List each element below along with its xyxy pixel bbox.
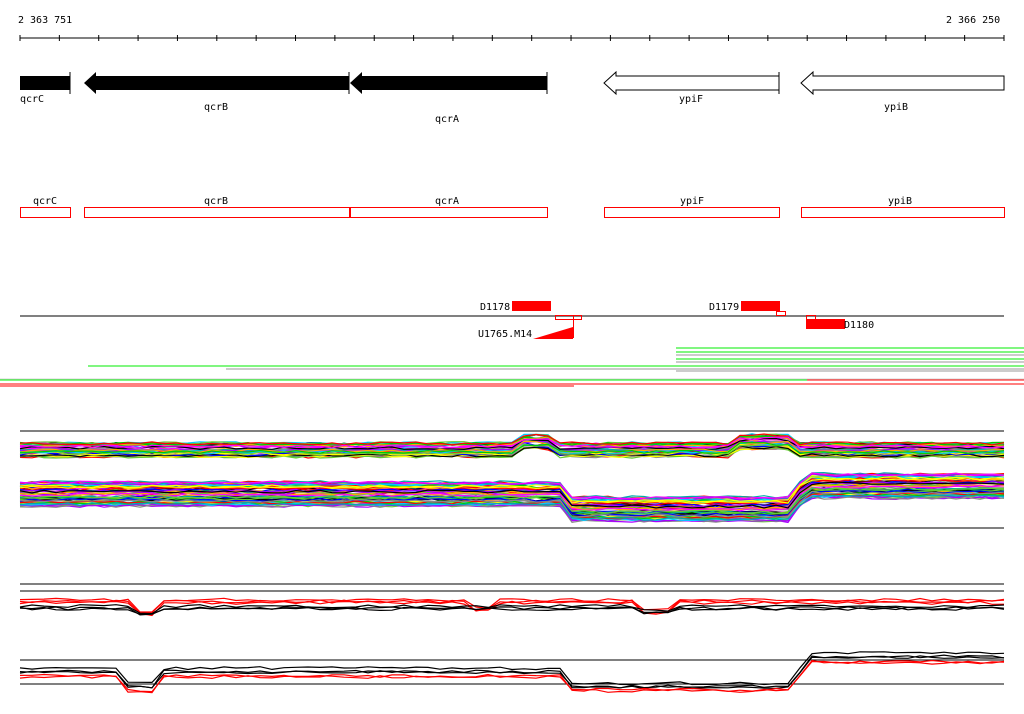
gene-label: ypiF	[679, 94, 703, 105]
gene-qcrC[interactable]	[20, 76, 70, 90]
expression-line	[19, 446, 1005, 459]
expression-line	[19, 606, 1005, 616]
feature-track: D1178 U1765.M14 D1179 D1180	[20, 301, 1004, 340]
gene-box-qcrA[interactable]	[350, 207, 548, 218]
gene-label: qcrA	[435, 114, 459, 125]
gene-box-track	[20, 207, 1005, 218]
gene-box-label: qcrA	[435, 196, 459, 207]
expression-line	[19, 655, 1005, 690]
expression-line	[20, 441, 1005, 455]
feature-D1178[interactable]	[512, 301, 551, 311]
gene-box-ypiF[interactable]	[604, 207, 780, 218]
expression-line	[19, 433, 1005, 446]
expression-plot	[19, 430, 1005, 529]
expression-line	[19, 490, 1005, 518]
expression-line	[19, 494, 1005, 522]
expression-line	[19, 436, 1005, 449]
expression-line	[19, 481, 1005, 509]
gene-qcrA[interactable]	[350, 72, 547, 94]
ruler-end-label: 2 366 250	[946, 15, 1000, 26]
expression-line	[19, 445, 1005, 458]
feature-label: D1179	[709, 302, 739, 313]
ruler-axis	[19, 35, 1005, 41]
gene-box-label: qcrC	[33, 196, 57, 207]
gene-label: qcrC	[20, 94, 44, 105]
expression-line	[19, 484, 1005, 512]
expression-line	[19, 660, 1005, 694]
gene-ypiF[interactable]	[603, 70, 780, 96]
feature-D1180[interactable]	[806, 319, 845, 329]
profile-plot-1	[19, 583, 1005, 617]
expression-line	[19, 437, 1005, 451]
gene-box-label: qcrB	[204, 196, 228, 207]
gene-box-qcrB[interactable]	[84, 207, 350, 218]
expression-line	[19, 597, 1005, 613]
expression-line	[19, 600, 1005, 617]
expression-line	[19, 479, 1005, 507]
gene-track: qcrC qcrB qcrA ypiF ypiB	[20, 70, 1005, 125]
gene-label: ypiB	[884, 102, 908, 113]
expression-line	[19, 651, 1005, 686]
expression-line	[19, 477, 1004, 505]
feature-label: D1180	[844, 320, 874, 331]
profile-plot-2	[19, 651, 1005, 694]
gene-box-label: ypiB	[888, 196, 912, 207]
gene-ypiB[interactable]	[800, 70, 1005, 96]
gene-qcrB[interactable]	[84, 72, 349, 94]
feature-label: U1765.M14	[478, 329, 532, 340]
expression-line	[19, 488, 1005, 517]
ruler-start-label: 2 363 751	[18, 15, 72, 26]
gene-box-qcrC[interactable]	[20, 207, 71, 218]
feature-D1179[interactable]	[741, 301, 780, 311]
expression-line	[19, 603, 1005, 615]
gene-box-label: ypiF	[680, 196, 704, 207]
coverage-lines	[0, 347, 1024, 387]
expression-line	[19, 486, 1005, 514]
expression-line	[19, 654, 1005, 689]
gene-box-ypiB[interactable]	[801, 207, 1005, 218]
feature-U1765-M14[interactable]	[533, 327, 573, 339]
feature-label: D1178	[480, 302, 510, 313]
expression-line	[19, 476, 1005, 503]
gene-label: qcrB	[204, 102, 228, 113]
expression-line	[19, 472, 1005, 500]
expression-line	[19, 481, 1005, 509]
